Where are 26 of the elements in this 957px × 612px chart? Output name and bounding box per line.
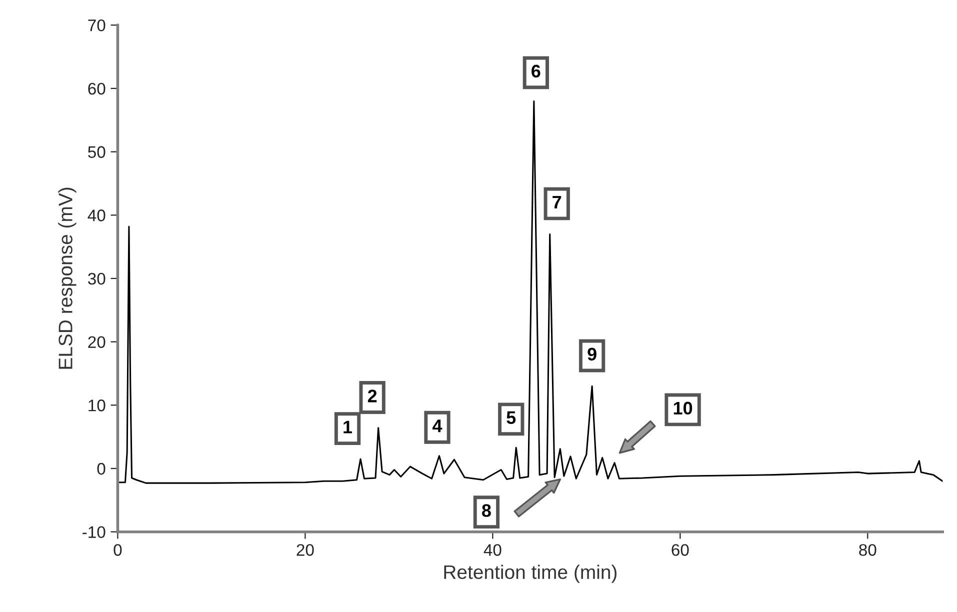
y-tick-label: -10 <box>82 526 106 538</box>
y-tick-label: 10 <box>88 400 106 412</box>
x-axis-title: Retention time (min) <box>444 564 617 583</box>
annotation: 5 <box>506 411 516 424</box>
y-axis-title: ELSD response (mV) <box>58 188 76 369</box>
y-tick-label: 70 <box>88 19 106 32</box>
y-tick-label: 40 <box>88 210 106 222</box>
annotation: 7 <box>552 196 562 208</box>
annotation: 4 <box>432 420 442 432</box>
annotation: 1 <box>344 420 352 434</box>
x-tick-label: 60 <box>672 544 689 556</box>
y-tick-label: 20 <box>88 336 106 348</box>
y-tick-label: 50 <box>88 146 106 158</box>
x-tick-label: 40 <box>484 544 502 556</box>
annotation: 6 <box>532 64 540 78</box>
y-tick-label: 30 <box>88 272 106 285</box>
annotation: 8 <box>482 504 491 517</box>
annotation: 2 <box>368 390 377 402</box>
annotation: 9 <box>588 348 596 361</box>
x-tick-label: 80 <box>859 544 876 556</box>
y-tick-label: 60 <box>88 82 106 95</box>
x-tick-label: 0 <box>114 544 122 556</box>
x-tick-label: 20 <box>296 544 314 556</box>
annotation: 10 <box>674 402 692 415</box>
line-series <box>118 100 943 484</box>
y-tick-label: 0 <box>97 462 106 475</box>
